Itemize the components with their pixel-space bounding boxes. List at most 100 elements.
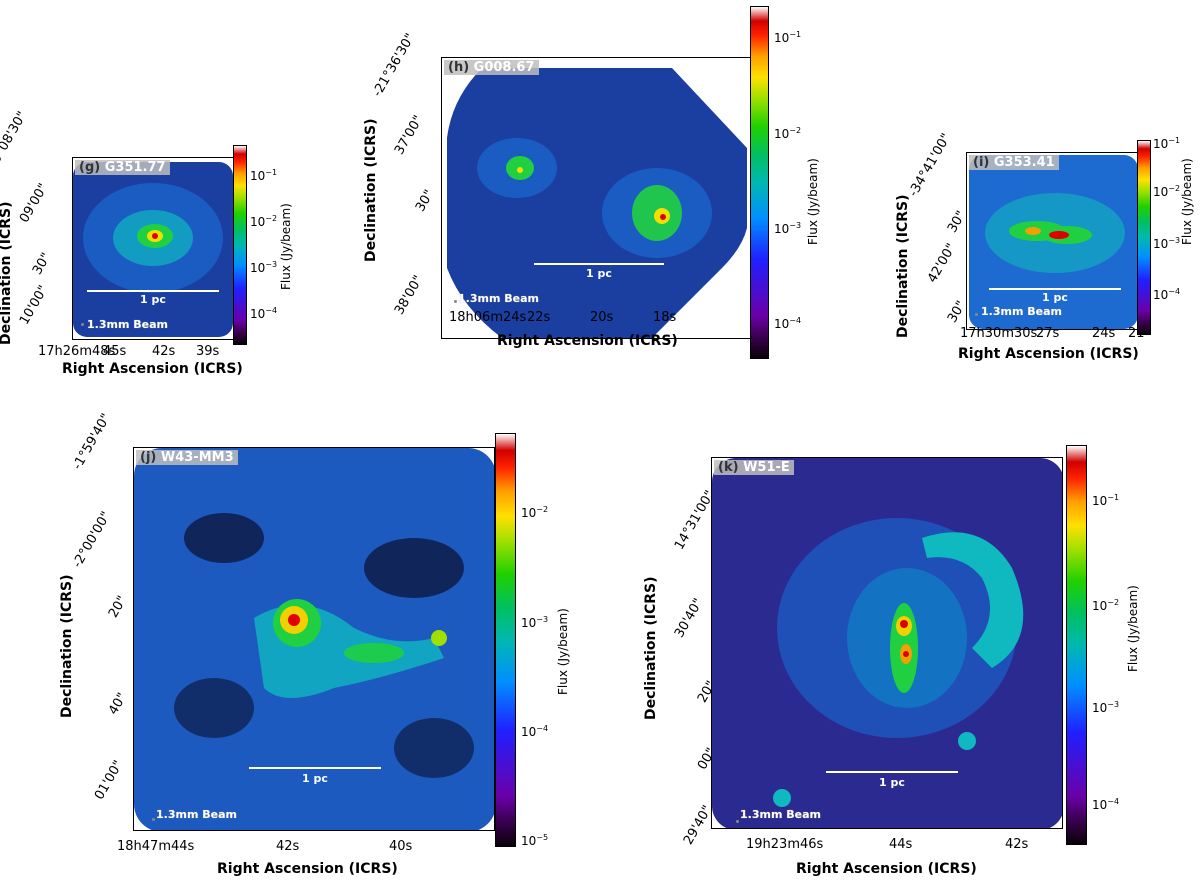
map-image-i: [969, 155, 1138, 329]
tick-exponent: −2: [1107, 598, 1120, 607]
y-tick-label: 30": [413, 187, 438, 215]
panel-letter: (j): [140, 450, 157, 465]
y-tick-label: 30'40": [672, 596, 707, 641]
panel-letter: (g): [79, 160, 101, 175]
colorbar-tick: 10−5: [521, 833, 549, 848]
beam-marker: [81, 323, 84, 326]
panel-label-h: (h) G008.67: [444, 60, 539, 75]
panel-name: G353.41: [993, 155, 1055, 170]
y-tick-label: -21°36'30": [370, 31, 419, 100]
x-axis-label: Right Ascension (ICRS): [62, 361, 243, 377]
y-axis-label: Declination (ICRS): [59, 574, 75, 718]
panel-name: G351.77: [104, 160, 166, 175]
colorbar-tick: 10−3: [1092, 700, 1120, 715]
colorbar-tick: 10−4: [1153, 287, 1181, 302]
scale-bar: [534, 263, 664, 265]
x-axis-label: Right Ascension (ICRS): [796, 861, 977, 877]
colorbar-label: Flux (Jy/beam): [279, 203, 293, 290]
y-tick-label: 37'00": [392, 113, 427, 158]
colorbar: [1066, 445, 1087, 845]
beam-label: 1.3mm Beam: [458, 292, 539, 305]
tick-exponent: −3: [1168, 236, 1181, 245]
y-tick-label: 01'00": [92, 758, 127, 803]
tick-exponent: −1: [265, 168, 278, 177]
y-tick-label: -34°41'00": [906, 131, 955, 200]
tick-exponent: −2: [265, 214, 278, 223]
colorbar-tick: 10−2: [250, 214, 278, 229]
y-tick-label: 09'00": [17, 181, 52, 226]
colorbar-label: Flux (Jy/beam): [1126, 585, 1140, 672]
x-tick-label: 20s: [590, 310, 614, 325]
tick-exponent: −1: [1107, 493, 1120, 502]
map-frame-i: (i) G353.41 1 pc 1.3mm Beam: [966, 152, 1139, 330]
y-axis-label: Declination (ICRS): [643, 576, 659, 720]
colorbar-tick: 10−4: [1092, 797, 1120, 812]
y-tick-label: 10'00": [17, 283, 52, 328]
panel-name: W43-MM3: [160, 450, 234, 465]
colorbar-tick: 10−3: [250, 260, 278, 275]
scale-bar-label: 1 pc: [1042, 291, 1068, 304]
x-tick-label: 22s: [527, 310, 551, 325]
beam-label: 1.3mm Beam: [87, 318, 168, 331]
y-tick-label: 30": [30, 250, 55, 278]
x-tick-label: 18s: [653, 310, 677, 325]
x-tick-label: 39s: [196, 344, 220, 359]
x-tick-label: 18h47m44s: [117, 839, 195, 854]
y-tick-label: 20": [106, 593, 131, 621]
x-tick-label: 45s: [103, 344, 127, 359]
colorbar-tick: 10−3: [774, 221, 802, 236]
panel-label-k: (k) W51-E: [714, 460, 794, 475]
colorbar-tick: 10−2: [521, 505, 549, 520]
tick-exponent: −3: [265, 260, 278, 269]
tick-exponent: −2: [789, 126, 802, 135]
x-tick-label: 44s: [889, 837, 913, 852]
colorbar: [750, 6, 769, 359]
panel-label-g: (g) G351.77: [75, 160, 170, 175]
scale-bar-label: 1 pc: [879, 776, 905, 789]
y-tick-label: -36°08'30": [0, 109, 31, 178]
scale-bar-label: 1 pc: [302, 772, 328, 785]
scale-bar-label: 1 pc: [140, 293, 166, 306]
y-tick-label: -2°00'00": [70, 509, 115, 571]
x-tick-label: 17h30m30s: [960, 326, 1038, 341]
x-tick-label: 42s: [1005, 837, 1029, 852]
tick-exponent: −5: [536, 833, 549, 842]
y-axis-label: Declination (ICRS): [895, 194, 911, 338]
map-frame-j: (j) W43-MM3 1 pc 1.3mm Beam: [133, 447, 495, 831]
colorbar-tick: 10−1: [774, 30, 802, 45]
x-tick-label: 27s: [1036, 326, 1060, 341]
y-tick-label: 40": [106, 690, 131, 718]
panel-name: G008.67: [473, 60, 535, 75]
colorbar-tick: 10−4: [521, 724, 549, 739]
x-tick-label: 24s: [1092, 326, 1116, 341]
beam-label: 1.3mm Beam: [740, 808, 821, 821]
map-frame-h: (h) G008.67 1 pc 1.3mm Beam: [441, 57, 751, 339]
map-image-j: [134, 448, 494, 830]
x-tick-label: 42s: [152, 344, 176, 359]
tick-exponent: −4: [1107, 797, 1120, 806]
colorbar-tick: 10−3: [1153, 236, 1181, 251]
map-image-g: [73, 162, 233, 337]
colorbar-label: Flux (Jy/beam): [556, 608, 570, 695]
beam-label: 1.3mm Beam: [156, 808, 237, 821]
y-axis-label: Declination (ICRS): [363, 118, 379, 262]
colorbar-tick: 10−2: [1153, 184, 1181, 199]
map-image-h: [447, 68, 747, 338]
beam-marker: [975, 313, 978, 316]
colorbar-tick: 10−1: [1153, 136, 1181, 151]
colorbar-tick: 10−4: [250, 306, 278, 321]
map-frame-k: (k) W51-E 1 pc 1.3mm Beam: [711, 457, 1063, 829]
colorbar-label: Flux (Jy/beam): [1180, 158, 1194, 245]
tick-exponent: −1: [789, 30, 802, 39]
colorbar-tick: 10−2: [774, 126, 802, 141]
panel-letter: (h): [448, 60, 470, 75]
tick-exponent: −2: [536, 505, 549, 514]
panel-letter: (i): [973, 155, 990, 170]
tick-exponent: −4: [789, 316, 802, 325]
beam-marker: [736, 820, 739, 823]
x-axis-label: Right Ascension (ICRS): [497, 333, 678, 349]
colorbar: [1137, 140, 1151, 335]
x-tick-label: 42s: [276, 839, 300, 854]
colorbar-tick: 10−3: [521, 615, 549, 630]
y-tick-label: 42'00": [925, 241, 960, 286]
